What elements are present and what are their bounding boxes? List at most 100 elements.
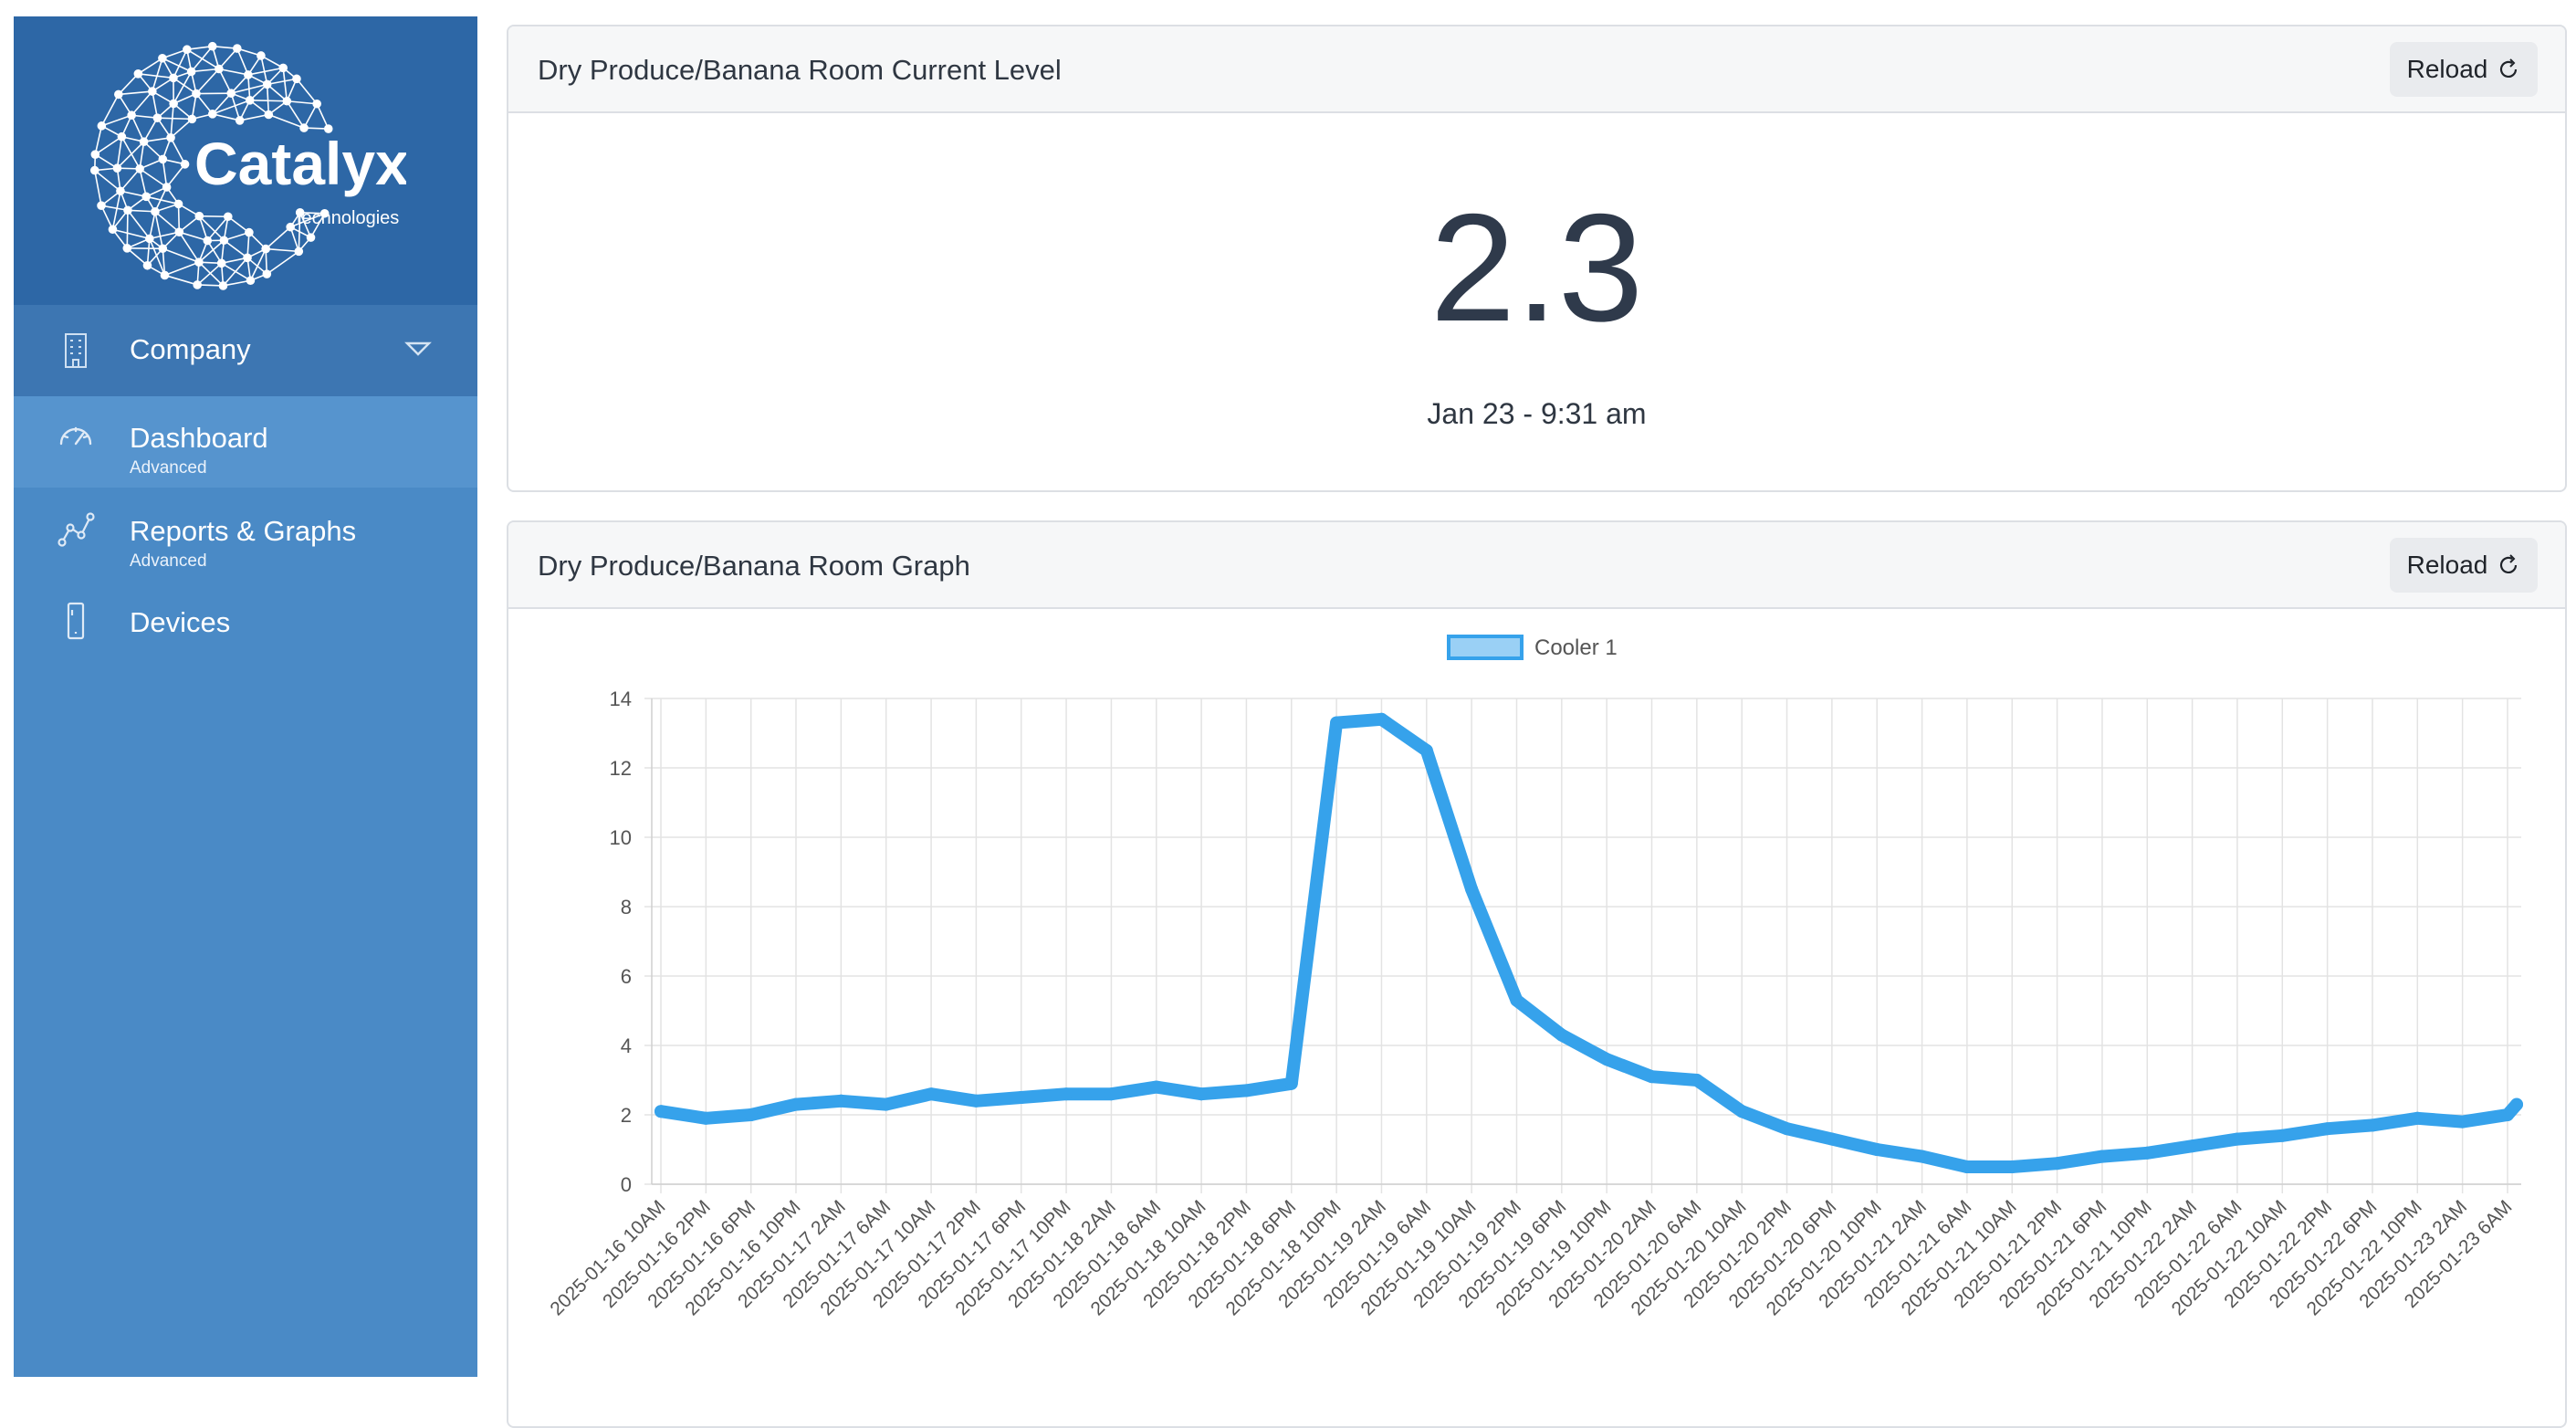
data-point — [2456, 1116, 2469, 1129]
logo-net-link — [283, 68, 287, 100]
logo-net-node — [209, 110, 216, 118]
logo-net-node — [98, 202, 105, 209]
logo-net-node — [225, 213, 232, 220]
speedometer-icon — [56, 416, 96, 457]
y-tick-label: 10 — [610, 826, 632, 849]
logo-net-node — [136, 165, 143, 173]
y-tick-label: 12 — [610, 757, 632, 780]
logo-net-node — [262, 246, 269, 253]
catalyx-logo[interactable]: Catalyx technologies — [78, 29, 406, 303]
logo-net-link — [261, 56, 267, 84]
logo-net-node — [244, 254, 251, 261]
logo-net-node — [246, 229, 253, 236]
data-point — [699, 1112, 712, 1125]
logo-net-link — [150, 232, 179, 238]
logo-net-link — [119, 91, 152, 94]
logo-net-node — [218, 259, 225, 267]
refresh-icon — [2497, 58, 2520, 81]
current-level-title: Dry Produce/Banana Room Current Level — [538, 54, 1062, 87]
logo-net-node — [175, 200, 183, 207]
logo-net-node — [159, 245, 166, 252]
series-line-cooler-1 — [661, 719, 2517, 1167]
data-point — [1781, 1122, 1794, 1135]
data-point — [1646, 1070, 1659, 1083]
refresh-icon — [2497, 553, 2520, 577]
logo-net-link — [121, 137, 140, 169]
logo-net-node — [128, 111, 135, 119]
sidebar: Catalyx technologies Company — [14, 16, 477, 1377]
logo-net-node — [209, 43, 216, 50]
logo-net-link — [240, 114, 269, 120]
logo-net-node — [283, 98, 290, 105]
company-label: Company — [130, 333, 251, 366]
devices-label: Devices — [130, 606, 230, 639]
logo-net-node — [115, 90, 122, 98]
logo-net-node — [170, 100, 177, 107]
sidebar-item-reports-graphs[interactable]: Reports & Graphs Advanced — [14, 489, 477, 581]
logo-net-node — [246, 277, 254, 284]
room-graph-title: Dry Produce/Banana Room Graph — [538, 550, 970, 583]
data-point — [2096, 1150, 2109, 1163]
room-graph-header: Dry Produce/Banana Room Graph Reload — [508, 522, 2565, 609]
logo-net-node — [159, 155, 166, 163]
logo-net-node — [195, 213, 203, 220]
logo-net-node — [219, 282, 226, 289]
reload-graph-button[interactable]: Reload — [2390, 538, 2538, 593]
logo-net-node — [98, 122, 105, 130]
legend-swatch-cooler-1 — [1449, 636, 1522, 658]
data-point — [654, 1105, 667, 1118]
logo-net-node — [152, 208, 159, 215]
logo-net-node — [227, 89, 235, 97]
data-point — [1870, 1143, 1883, 1156]
logo-net-link — [219, 69, 248, 75]
logo-net-node — [313, 100, 320, 108]
logo-net-node — [263, 270, 270, 278]
sidebar-item-devices[interactable]: Devices — [14, 581, 477, 672]
graph-nodes-icon — [56, 509, 96, 550]
data-point — [925, 1087, 937, 1100]
logo-net-node — [204, 237, 211, 245]
data-point — [834, 1095, 847, 1108]
reload-current-level-button[interactable]: Reload — [2390, 42, 2538, 97]
chevron-down-icon[interactable] — [404, 340, 432, 362]
logo-net-link — [131, 91, 152, 115]
data-point — [1961, 1160, 1974, 1173]
logo-net-node — [159, 55, 166, 62]
logo-net-node — [163, 184, 171, 191]
sidebar-item-dashboard[interactable]: Dashboard Advanced — [14, 396, 477, 488]
data-point — [1375, 713, 1387, 726]
data-point — [2186, 1139, 2199, 1152]
logo-net-node — [246, 97, 254, 104]
brand-header: Catalyx technologies — [14, 16, 477, 305]
logo-net-node — [113, 164, 120, 172]
logo-net-link — [157, 118, 192, 119]
logo-tagline: technologies — [297, 208, 399, 228]
company-selector[interactable]: Company — [14, 305, 477, 396]
logo-net-link — [266, 249, 298, 252]
logo-net-node — [188, 115, 195, 122]
data-point — [969, 1095, 982, 1108]
data-point — [1555, 1029, 1568, 1042]
reload-label: Reload — [2407, 551, 2488, 580]
data-point — [1240, 1084, 1252, 1097]
logo-net-link — [171, 103, 173, 137]
dashboard-sublabel: Advanced — [130, 458, 207, 478]
logo-net-node — [265, 110, 272, 118]
data-point — [1465, 883, 1478, 896]
logo-net-link — [287, 101, 304, 128]
data-point — [2141, 1147, 2153, 1160]
logo-net-node — [308, 234, 315, 241]
data-point — [2051, 1157, 2064, 1170]
logo-net-node — [149, 88, 156, 95]
data-point — [2366, 1118, 2379, 1131]
dashboard-label: Dashboard — [130, 422, 268, 455]
logo-net-link — [171, 138, 185, 164]
data-point — [2005, 1160, 2018, 1173]
logo-net-node — [245, 71, 252, 79]
data-point — [745, 1108, 758, 1121]
y-tick-label: 14 — [610, 688, 632, 710]
logo-net-node — [234, 45, 241, 52]
logo-net-link — [162, 248, 199, 262]
